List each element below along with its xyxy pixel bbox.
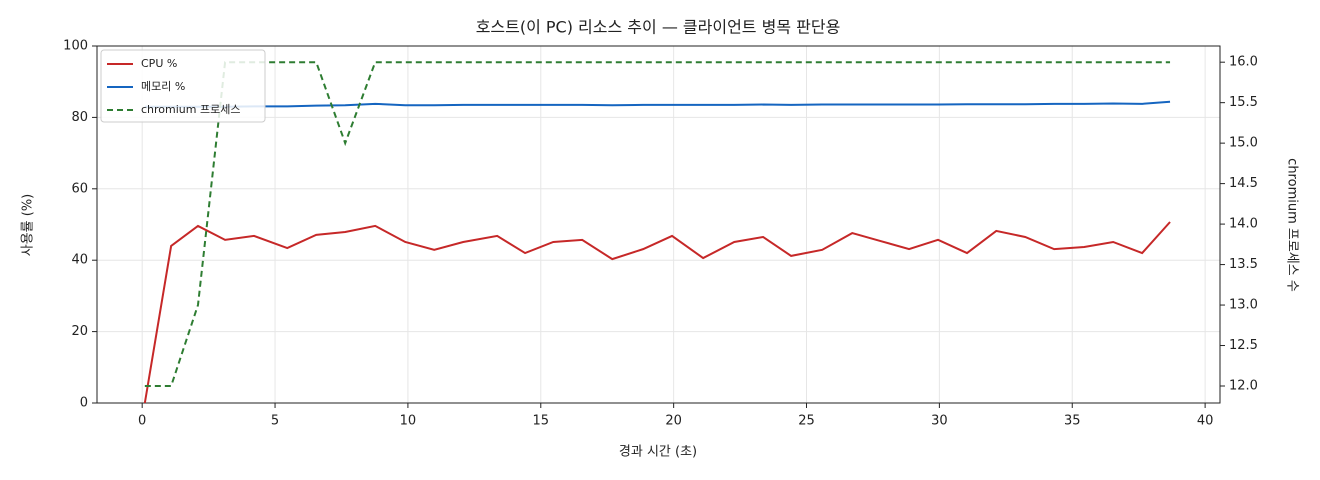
y2-tick-label: 16.0: [1229, 55, 1258, 70]
legend-label: chromium 프로세스: [141, 103, 240, 116]
legend-label: CPU %: [141, 57, 177, 70]
x-axis-label: 경과 시간 (초): [619, 445, 697, 460]
y-tick-label: 0: [80, 396, 88, 411]
y2-axis-label: chromium 프로세스 수: [1285, 158, 1300, 292]
y2-tick-label: 12.5: [1229, 338, 1258, 353]
y2-tick-label: 15.5: [1229, 95, 1258, 110]
x-tick-label: 30: [931, 414, 948, 429]
x-tick-label: 25: [798, 414, 815, 429]
series-line: [144, 100, 1171, 108]
y-tick-label: 100: [63, 39, 88, 54]
y2-tick-label: 15.0: [1229, 136, 1258, 151]
legend-box: [100, 49, 266, 123]
y2-tick-label: 13.0: [1229, 298, 1258, 313]
plot-frame: [96, 45, 1221, 404]
x-tick-label: 15: [533, 414, 550, 429]
x-tick-label: 40: [1197, 414, 1214, 429]
y-tick-label: 20: [71, 324, 88, 339]
y-tick-label: 60: [71, 181, 88, 196]
legend: CPU % 메모리 % chromium 프로세스: [100, 49, 266, 123]
x-tick-label: 20: [665, 414, 682, 429]
series-line: [144, 61, 1171, 387]
chart-title: 호스트(이 PC) 리소스 추이 — 클라이언트 병목 판단용: [476, 18, 841, 37]
x-tick-label: 10: [400, 414, 417, 429]
y-tick-label: 40: [71, 253, 88, 268]
x-tick-label: 35: [1064, 414, 1081, 429]
x-tick-label: 5: [271, 414, 279, 429]
y2-tick-label: 14.5: [1229, 176, 1258, 191]
series-line: [143, 221, 1171, 404]
legend-label: 메모리 %: [141, 80, 185, 93]
x-tick-label: 0: [138, 414, 146, 429]
y2-tick-label: 14.0: [1229, 217, 1258, 232]
y-tick-label: 80: [71, 110, 88, 125]
y-axis-label: 사용률 (%): [21, 194, 36, 257]
y2-tick-label: 13.5: [1229, 257, 1258, 272]
y2-tick-label: 12.0: [1229, 379, 1258, 394]
